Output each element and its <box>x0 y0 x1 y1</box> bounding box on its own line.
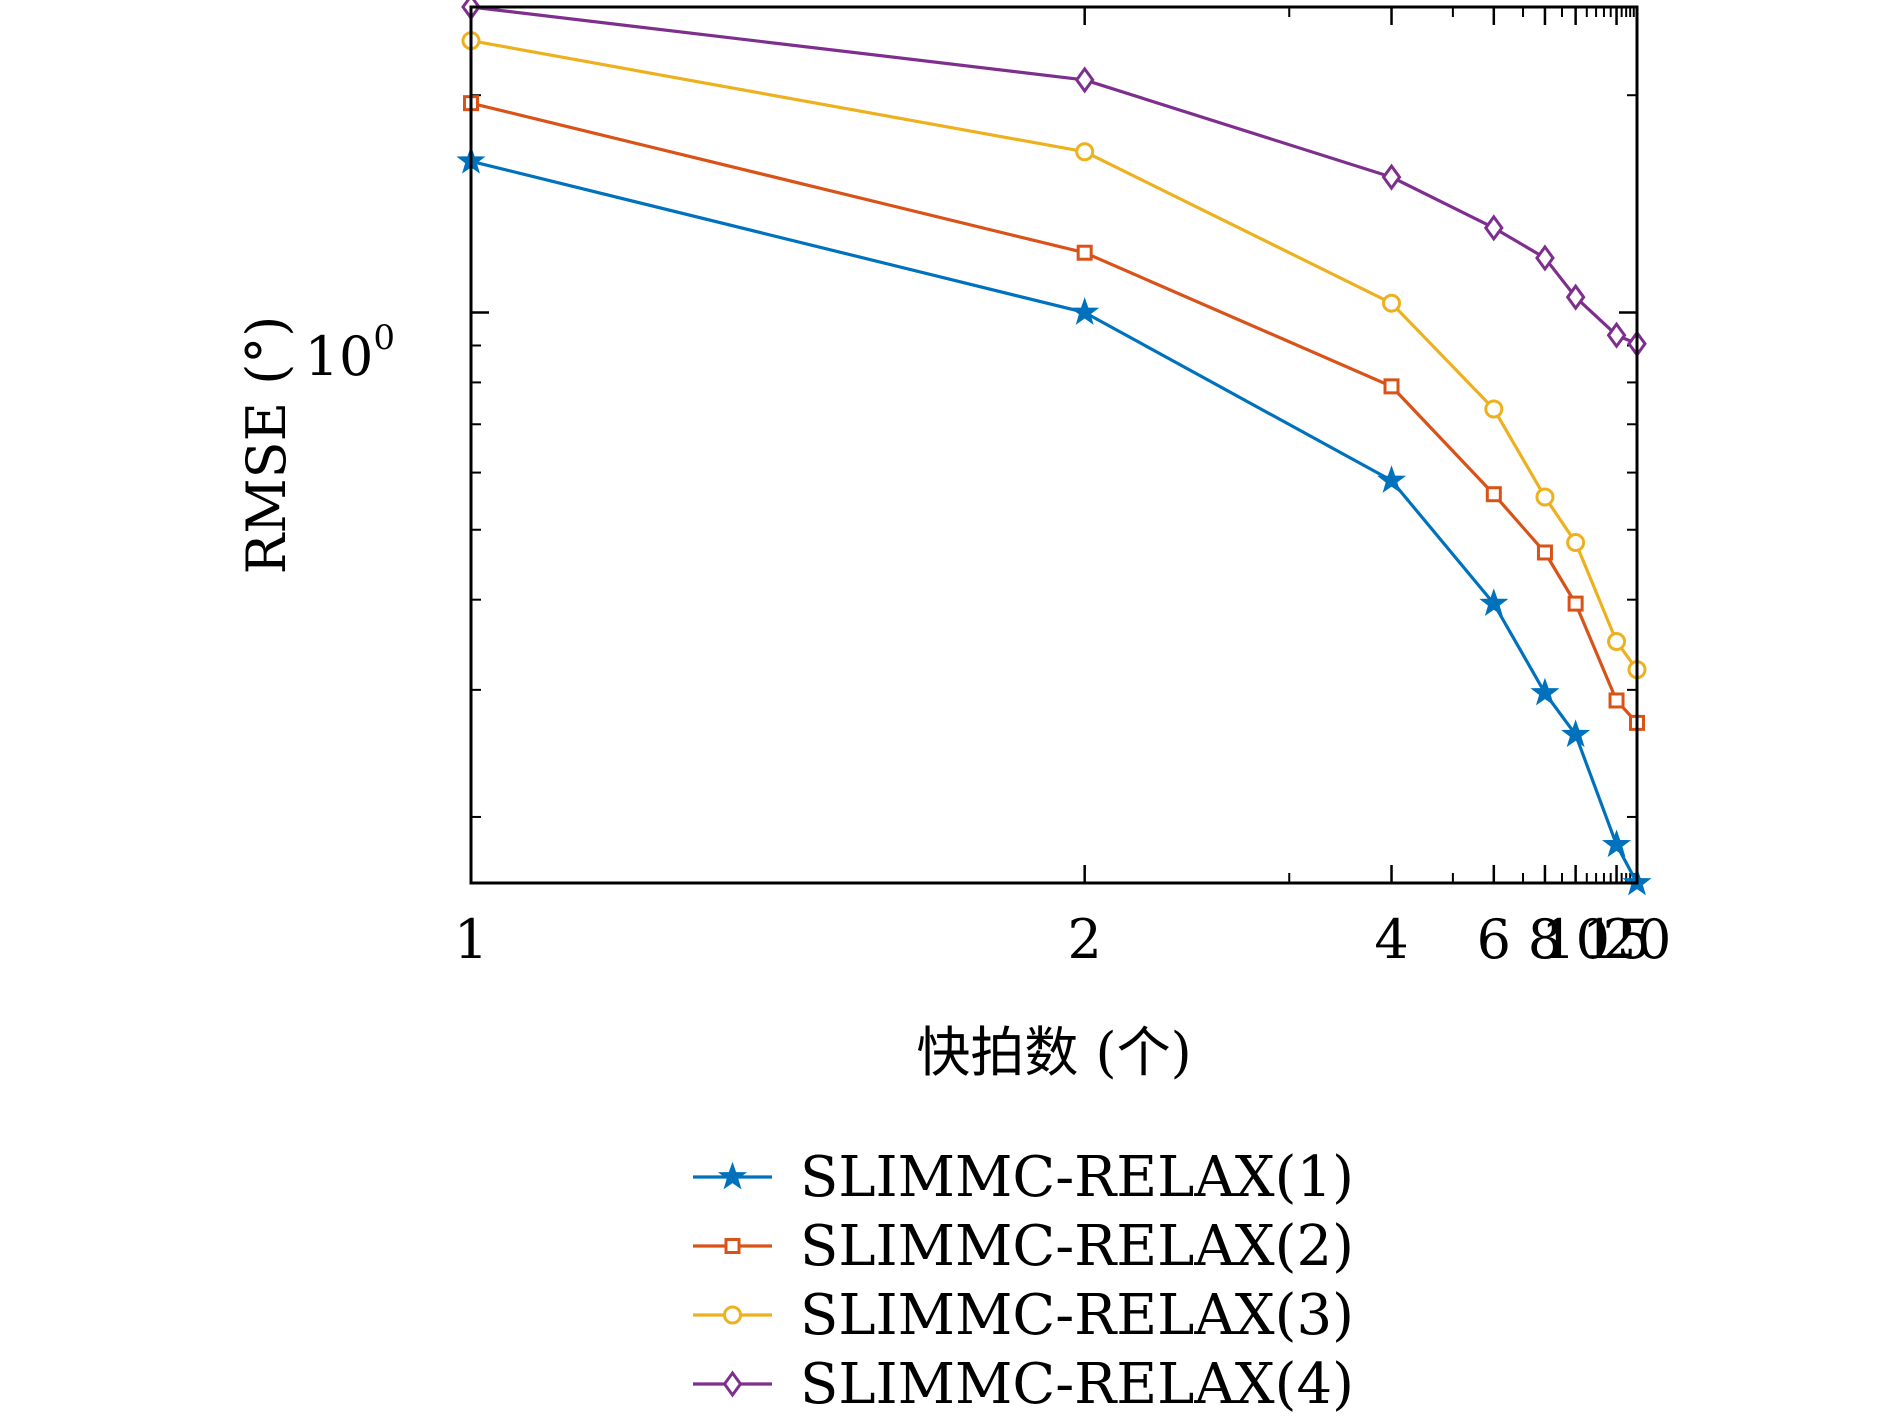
data-point <box>1383 378 1400 395</box>
data-point <box>1485 486 1502 503</box>
series-line <box>470 101 1639 724</box>
legend-label: SLIMMC-RELAX(1) <box>800 1145 1354 1210</box>
legend-marker <box>724 1238 741 1254</box>
x-tick-label: 6 <box>1477 908 1511 971</box>
legend-label: SLIMMC-RELAX(3) <box>800 1283 1354 1348</box>
data-point <box>1070 297 1100 325</box>
data-point <box>1381 163 1402 191</box>
x-axis-title: 快拍数 (个) <box>916 1021 1191 1084</box>
data-point <box>1608 692 1625 709</box>
data-point <box>1566 533 1586 553</box>
plot-frame <box>469 5 1639 885</box>
data-point <box>1565 283 1586 311</box>
series-line <box>470 159 1639 884</box>
x-tick-label: 20 <box>1603 908 1672 971</box>
y-tick-label-10e0: 100 <box>305 318 395 388</box>
legend-marker <box>722 1370 743 1398</box>
x-tick-marks <box>469 7 1639 883</box>
legend-entry-1: SLIMMC-RELAX(1) <box>693 1145 1354 1210</box>
plot-area <box>471 7 1637 883</box>
data-point <box>1607 632 1627 652</box>
legend: SLIMMC-RELAX(1)SLIMMC-RELAX(2)SLIMMC-REL… <box>693 1145 1354 1417</box>
legend-marker <box>717 1161 748 1190</box>
data-point <box>1530 677 1560 706</box>
x-tick-label: 8 <box>1528 908 1562 971</box>
y-axis-title: RMSE (°) <box>235 316 298 575</box>
legend-label: SLIMMC-RELAX(4) <box>800 1352 1354 1417</box>
legend-entry-3: SLIMMC-RELAX(3) <box>693 1283 1354 1348</box>
series-layer <box>456 0 1652 896</box>
data-point <box>1606 321 1627 349</box>
data-point <box>1535 244 1555 272</box>
series-4 <box>461 0 1647 358</box>
data-point <box>1074 66 1095 94</box>
data-point <box>1484 399 1504 419</box>
legend-label: SLIMMC-RELAX(2) <box>800 1214 1354 1279</box>
data-point <box>1561 719 1591 748</box>
data-point <box>1536 544 1553 561</box>
legend-marker <box>723 1305 742 1325</box>
y-tick-exponent: 0 <box>373 318 395 358</box>
series-line <box>470 5 1638 346</box>
series-2 <box>463 95 1645 731</box>
data-point <box>1535 487 1555 507</box>
x-tick-label: 4 <box>1374 908 1408 971</box>
legend-entry-4: SLIMMC-RELAX(4) <box>693 1352 1354 1417</box>
x-tick-label: 2 <box>1068 908 1102 971</box>
data-point <box>1382 293 1402 313</box>
data-point <box>1075 142 1095 162</box>
x-tick-label: 10 <box>1541 908 1610 971</box>
series-line <box>470 39 1639 671</box>
data-point <box>1567 595 1584 612</box>
legend-entry-2: SLIMMC-RELAX(2) <box>693 1214 1354 1279</box>
x-tick-label: 15 <box>1582 908 1651 971</box>
y-tick-base: 10 <box>305 325 374 388</box>
x-tick-label: 1 <box>454 908 488 971</box>
data-point <box>1076 244 1093 261</box>
data-point <box>1483 214 1504 242</box>
data-point <box>1479 588 1509 616</box>
data-point <box>1602 829 1632 858</box>
data-point <box>1376 465 1407 493</box>
